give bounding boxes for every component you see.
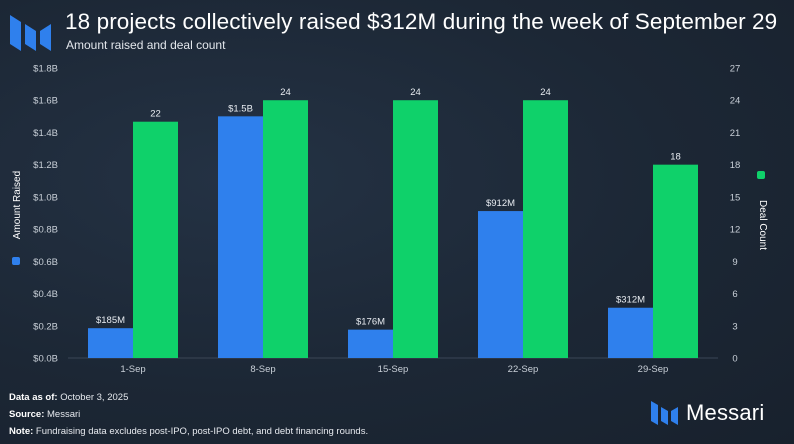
left-axis-tick-label: $0.2B (33, 321, 58, 332)
amount-raised-bar (608, 307, 653, 358)
x-axis-tick-label: 8-Sep (250, 364, 275, 375)
source-line: Source: Messari (9, 409, 80, 420)
amount-raised-data-label: $1.5B (228, 103, 253, 114)
deal-count-data-label: 24 (540, 87, 551, 98)
data-as-of-label: Data as of: (9, 392, 58, 403)
amount-raised-data-label: $176M (356, 317, 385, 328)
left-axis-tick-label: $1.2B (33, 160, 58, 171)
amount-raised-data-label: $185M (96, 315, 125, 326)
right-axis-tick-label: 18 (730, 160, 741, 171)
deal-count-data-label: 24 (280, 87, 291, 98)
deal-count-data-label: 22 (150, 109, 161, 120)
source-label: Source: (9, 409, 45, 420)
chart-subtitle: Amount raised and deal count (66, 38, 226, 52)
left-axis-tick-label: $1.8B (33, 64, 58, 75)
left-axis-tick-label: $0.8B (33, 225, 58, 236)
left-axis-tick-label: $0.4B (33, 289, 58, 300)
deal-count-bar (133, 121, 178, 358)
brand-name: Messari (686, 400, 765, 425)
amount-raised-legend-swatch (12, 257, 20, 265)
left-axis-title: Amount Raised (12, 171, 23, 239)
deal-count-bar (393, 100, 438, 358)
right-axis-tick-label: 21 (730, 128, 741, 139)
amount-raised-bar (478, 211, 523, 358)
amount-raised-data-label: $312M (616, 295, 645, 306)
right-axis-tick-label: 6 (732, 289, 737, 300)
x-axis-tick-label: 15-Sep (378, 364, 409, 375)
right-axis-title: Deal Count (757, 200, 768, 250)
deal-count-bar (263, 100, 308, 358)
left-axis-tick-label: $0.0B (33, 354, 58, 365)
x-axis-tick-label: 29-Sep (638, 364, 669, 375)
left-axis-tick-label: $1.0B (33, 192, 58, 203)
amount-raised-data-label: $912M (486, 198, 515, 209)
left-axis-tick-label: $0.6B (33, 257, 58, 268)
note-line: Note: Fundraising data excludes post-IPO… (9, 426, 368, 437)
messari-logo-icon (10, 15, 51, 51)
amount-raised-bar (88, 328, 133, 358)
amount-raised-bar (218, 116, 263, 358)
deal-count-data-label: 18 (670, 152, 681, 163)
left-axis-tick-label: $1.6B (33, 96, 58, 107)
note-value: Fundraising data excludes post-IPO, post… (35, 426, 369, 437)
left-axis-tick-label: $1.4B (33, 128, 58, 139)
right-axis-tick-label: 3 (732, 321, 737, 332)
brand-logo: Messari (650, 400, 764, 426)
messari-brand-icon (651, 401, 678, 425)
x-axis-tick-label: 1-Sep (120, 364, 145, 375)
data-as-of-value: October 3, 2025 (60, 392, 129, 403)
deal-count-legend-swatch (757, 171, 765, 179)
amount-raised-bar (348, 329, 393, 358)
source-value: Messari (47, 409, 81, 420)
note-label: Note: (9, 426, 34, 437)
chart-title: 18 projects collectively raised $312M du… (65, 9, 778, 34)
right-axis-tick-label: 0 (732, 354, 737, 365)
right-axis-tick-label: 15 (730, 192, 741, 203)
deal-count-data-label: 24 (410, 87, 421, 98)
right-axis-tick-label: 27 (730, 64, 741, 75)
data-as-of-line: Data as of: October 3, 2025 (9, 392, 128, 403)
right-axis-tick-label: 9 (732, 257, 737, 268)
right-axis-tick-label: 12 (730, 225, 741, 236)
x-axis-tick-label: 22-Sep (508, 364, 539, 375)
deal-count-bar (653, 164, 698, 358)
deal-count-bar (523, 100, 568, 358)
right-axis-tick-label: 24 (730, 96, 741, 107)
